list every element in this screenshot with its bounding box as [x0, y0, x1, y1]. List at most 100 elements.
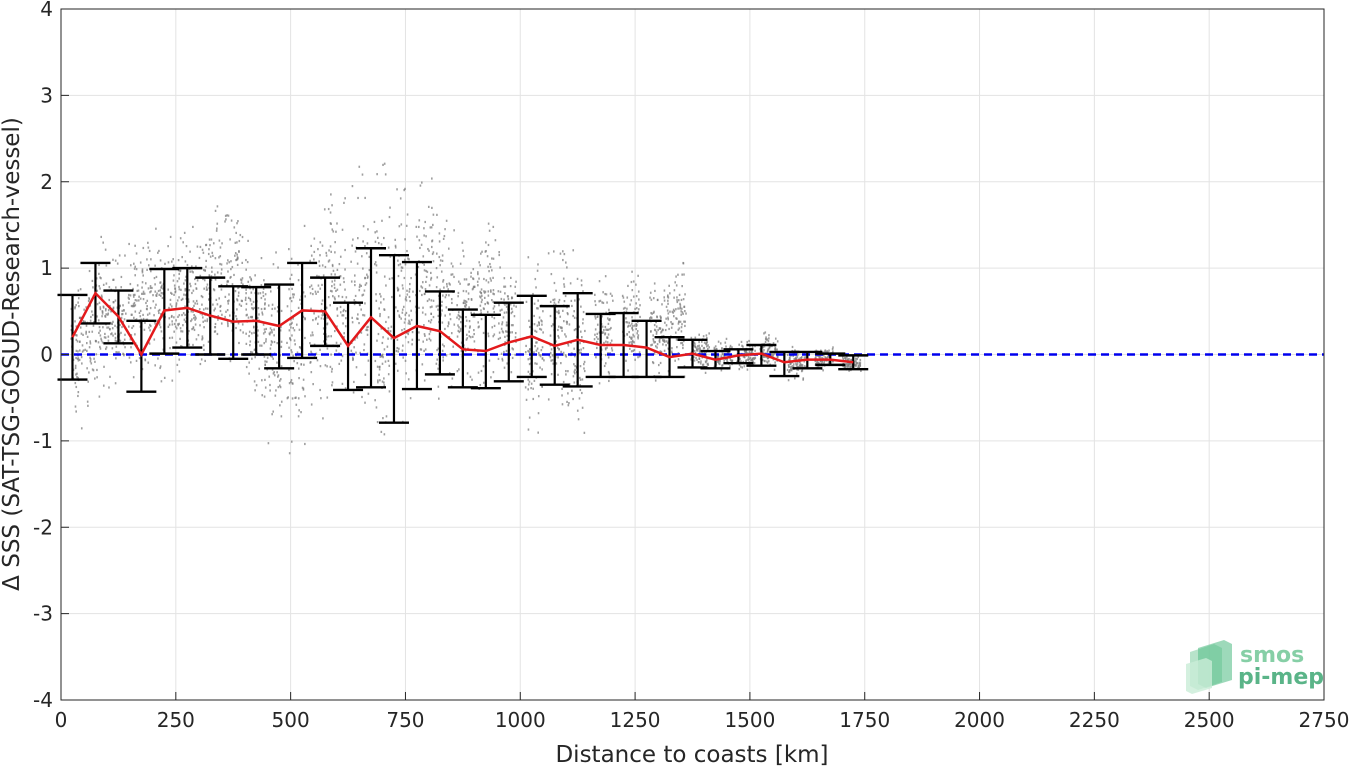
scatter-point: [114, 299, 117, 302]
scatter-point: [142, 292, 145, 295]
scatter-point: [418, 219, 421, 222]
scatter-point: [234, 289, 237, 293]
scatter-point: [747, 355, 750, 359]
scatter-point: [488, 229, 491, 232]
scatter-point: [848, 363, 851, 366]
scatter-point: [654, 329, 657, 332]
scatter-point: [786, 368, 789, 372]
scatter-point: [422, 306, 424, 309]
scatter-point: [207, 252, 210, 256]
scatter-point: [429, 226, 432, 229]
scatter-point: [580, 279, 583, 282]
scatter-point: [236, 263, 239, 267]
scatter-point: [315, 317, 317, 320]
scatter-point: [149, 291, 151, 294]
scatter-point: [350, 280, 353, 283]
scatter-point: [459, 327, 462, 330]
scatter-point: [382, 356, 384, 359]
scatter-point: [596, 340, 598, 343]
x-tick-label: 2000: [954, 708, 1005, 732]
scatter-point: [565, 261, 567, 264]
scatter-point: [418, 338, 420, 342]
scatter-point: [555, 289, 557, 292]
scatter-point: [203, 287, 205, 290]
scatter-point: [505, 321, 508, 324]
scatter-point: [80, 427, 83, 430]
scatter-point: [132, 293, 135, 297]
scatter-point: [630, 350, 633, 353]
scatter-point: [421, 311, 424, 314]
scatter-point: [742, 345, 744, 348]
scatter-point: [676, 299, 678, 302]
scatter-point: [206, 288, 209, 291]
scatter-point: [142, 313, 144, 317]
scatter-point: [768, 334, 770, 337]
scatter-point: [720, 355, 723, 358]
scatter-point: [431, 206, 433, 210]
scatter-point: [266, 356, 269, 359]
scatter-point: [253, 331, 255, 334]
scatter-point: [581, 336, 583, 339]
scatter-point: [326, 335, 328, 338]
scatter-point: [457, 324, 459, 327]
scatter-point: [356, 336, 359, 339]
scatter-point: [429, 321, 432, 324]
scatter-point: [325, 338, 328, 341]
scatter-point: [738, 368, 741, 371]
scatter-point: [241, 323, 244, 326]
scatter-point: [493, 324, 496, 328]
scatter-point: [729, 365, 731, 368]
scatter-point: [298, 377, 300, 380]
scatter-point: [536, 324, 539, 327]
scatter-point: [696, 358, 698, 361]
scatter-point: [89, 319, 92, 322]
scatter-point: [445, 293, 448, 297]
scatter-point: [257, 292, 260, 295]
scatter-point: [374, 399, 376, 402]
scatter-point: [435, 286, 438, 289]
scatter-point: [262, 291, 264, 294]
scatter-point: [816, 361, 818, 364]
scatter-point: [89, 360, 92, 363]
scatter-point: [492, 307, 495, 310]
scatter-point: [633, 348, 636, 352]
scatter-point: [628, 335, 631, 339]
scatter-point: [361, 294, 364, 297]
scatter-point: [146, 305, 148, 308]
scatter-point: [343, 201, 345, 204]
scatter-point: [195, 287, 198, 290]
scatter-point: [75, 356, 77, 360]
scatter-point: [411, 330, 414, 334]
scatter-point: [628, 330, 630, 334]
scatter-point: [128, 297, 130, 300]
scatter-point: [98, 285, 101, 288]
scatter-point: [387, 327, 390, 330]
scatter-point: [293, 339, 296, 342]
scatter-point: [317, 290, 319, 293]
scatter-point: [142, 246, 145, 250]
scatter-point: [74, 366, 77, 370]
scatter-point: [479, 296, 482, 299]
scatter-point: [444, 327, 446, 331]
scatter-point: [269, 389, 271, 392]
scatter-point: [148, 249, 151, 253]
scatter-point: [547, 398, 550, 401]
scatter-point: [533, 379, 536, 382]
scatter-point: [658, 327, 661, 330]
scatter-point: [528, 416, 531, 419]
scatter-point: [842, 365, 844, 368]
scatter-point: [196, 245, 199, 248]
scatter-point: [314, 290, 317, 293]
scatter-point: [633, 335, 635, 338]
scatter-point: [171, 292, 173, 295]
scatter-point: [763, 345, 766, 348]
scatter-point: [698, 360, 700, 364]
x-tick-label: 1750: [839, 708, 890, 732]
scatter-point: [507, 297, 510, 301]
scatter-point: [172, 264, 175, 267]
scatter-point: [81, 344, 84, 347]
scatter-point: [109, 304, 111, 308]
scatter-point: [86, 341, 88, 345]
scatter-point: [219, 255, 222, 258]
scatter-point: [94, 339, 97, 342]
